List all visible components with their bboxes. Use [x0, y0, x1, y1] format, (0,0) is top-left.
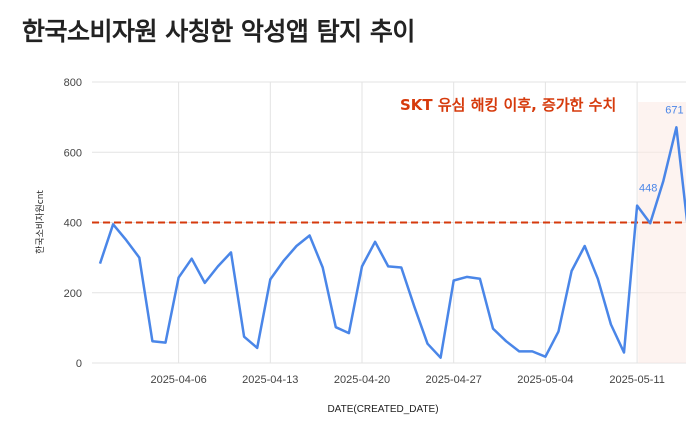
y-tick-label: 0: [76, 358, 82, 370]
x-tick-label: 2025-04-20: [334, 374, 390, 386]
y-tick-label: 400: [64, 218, 82, 230]
x-tick-label: 2025-05-04: [517, 374, 573, 386]
data-label: 448: [639, 183, 657, 195]
tick-labels: 0 200 400 600 800 2025-04-06 2025-04-13 2025-04…: [64, 77, 665, 386]
x-tick-label: 2025-05-11: [609, 374, 664, 386]
page-title: 한국소비자원 사칭한 악성앱 탐지 추이: [22, 17, 415, 46]
series-line: [98, 126, 686, 359]
annotation: SKT 유심 해킹 이후, 증가한 수치: [400, 96, 616, 114]
data-label: 671: [665, 104, 683, 116]
y-axis-label: 한국소비자원cnt: [35, 190, 46, 254]
x-tick-label: 2025-04-27: [426, 374, 482, 386]
x-tick-label: 2025-04-13: [242, 374, 298, 386]
y-tick-label: 800: [64, 77, 82, 89]
x-tick-label: 2025-04-06: [150, 374, 206, 386]
y-tick-label: 600: [64, 147, 82, 159]
x-axis-label: DATE(CREATED_DATE): [327, 404, 438, 415]
data-labels: 448 671: [639, 104, 684, 194]
y-tick-label: 200: [64, 288, 82, 300]
